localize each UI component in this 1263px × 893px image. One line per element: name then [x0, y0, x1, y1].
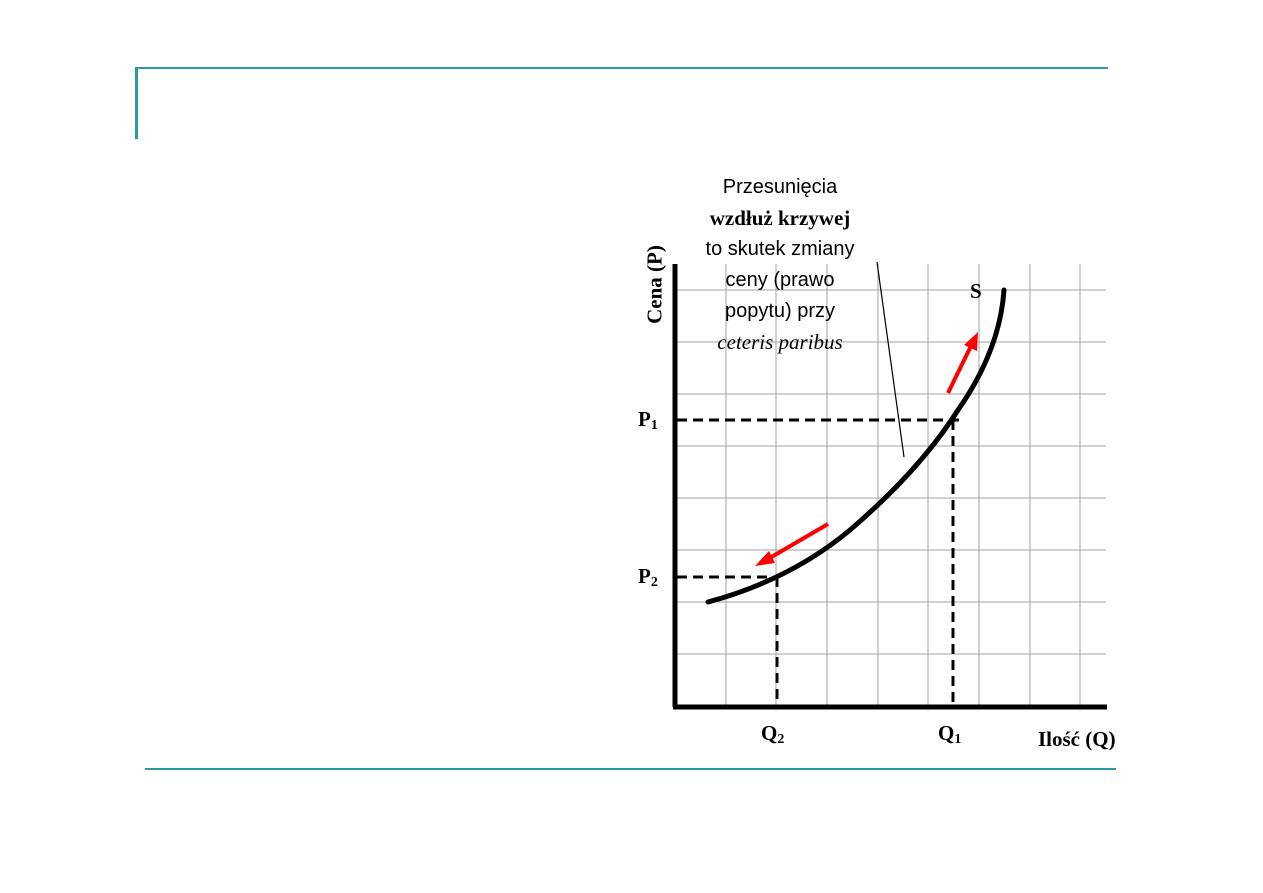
- annotation-line-6: ceteris paribus: [717, 330, 843, 354]
- dashed-guides: [677, 418, 965, 705]
- arrow-down-along-curve: [755, 522, 830, 566]
- annotation-line-5: popytu) przy: [724, 300, 836, 322]
- slide-frame-bottom-line: [145, 768, 1116, 770]
- supply-curve: [705, 287, 1007, 605]
- y-axis-label: Cena (P): [642, 245, 667, 324]
- quantity-label-q2: Q2: [761, 721, 785, 747]
- curve-label-s: S: [970, 279, 982, 303]
- price-label-p1: P1: [638, 407, 658, 433]
- annotation-line-4: ceny (prawo: [725, 269, 835, 291]
- annotation-line-1: Przesunięcia: [722, 176, 838, 198]
- annotation-line-2: wzdłuż krzywej: [709, 206, 851, 230]
- annotation-text: Przesunięcia wzdłuż krzywej to skutek zm…: [690, 172, 870, 358]
- price-label-p2: P2: [638, 564, 658, 590]
- quantity-label-q1: Q1: [938, 721, 962, 747]
- x-axis-label: Ilość (Q): [1038, 727, 1116, 751]
- callout-pointer-line: [876, 261, 905, 458]
- annotation-line-3: to skutek zmiany: [705, 238, 855, 260]
- grid: [675, 264, 1106, 706]
- arrow-up-along-curve: [946, 332, 978, 394]
- slide-frame-top-line: [135, 67, 1108, 69]
- slide-frame-left-line: [135, 67, 138, 139]
